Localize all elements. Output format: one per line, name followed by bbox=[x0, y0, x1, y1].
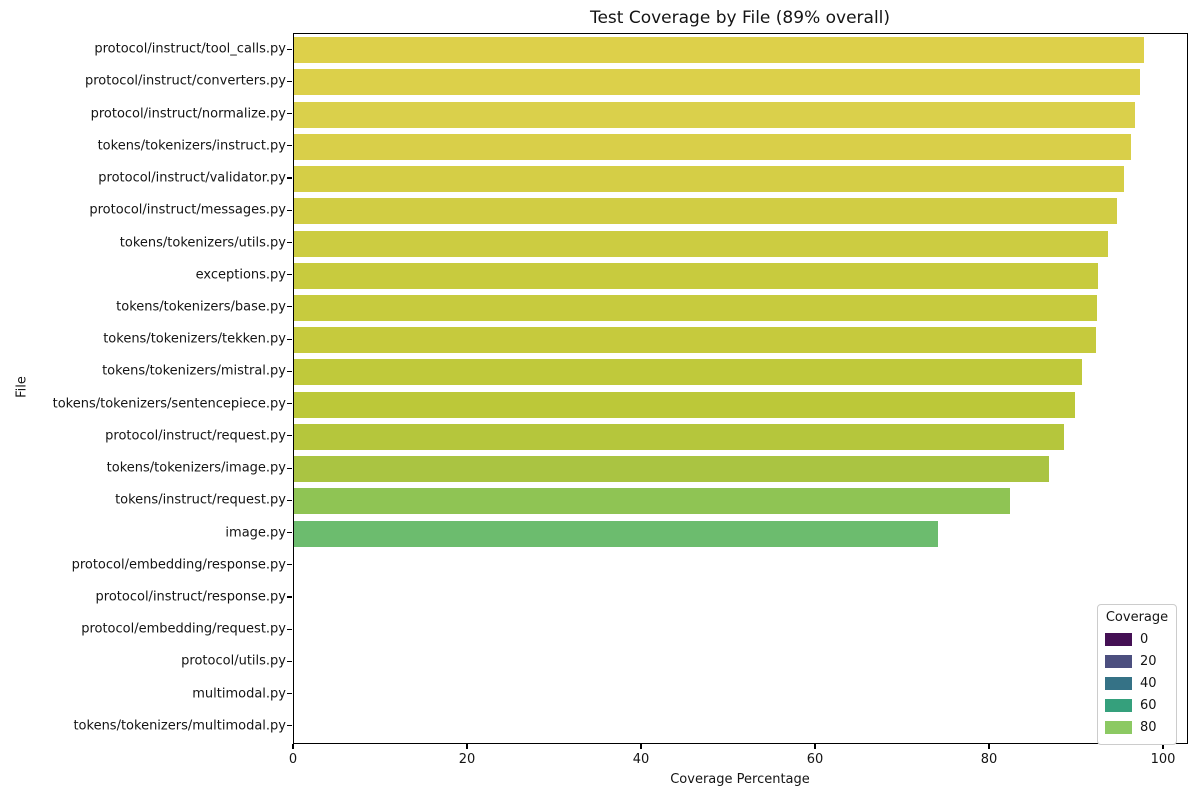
y-tick-label: tokens/tokenizers/multimodal.py bbox=[73, 718, 286, 734]
y-tick-mark bbox=[287, 403, 292, 405]
y-tick-label: exceptions.py bbox=[195, 267, 286, 283]
y-tick-mark bbox=[287, 435, 292, 437]
coverage-bar bbox=[294, 327, 1096, 354]
y-tick-label: tokens/tokenizers/tekken.py bbox=[103, 331, 286, 347]
y-tick-label: tokens/tokenizers/base.py bbox=[116, 299, 286, 315]
legend-entry: 40 bbox=[1105, 672, 1169, 694]
y-tick-mark bbox=[287, 113, 292, 115]
y-tick-mark bbox=[287, 274, 292, 276]
y-tick-label: protocol/utils.py bbox=[181, 653, 286, 669]
coverage-bar bbox=[294, 69, 1140, 96]
y-tick-mark bbox=[287, 177, 292, 179]
coverage-bar bbox=[294, 198, 1118, 225]
coverage-bar bbox=[294, 488, 1011, 515]
y-tick-label: protocol/instruct/tool_calls.py bbox=[94, 41, 286, 57]
x-tick-label: 60 bbox=[806, 752, 824, 767]
y-tick-mark bbox=[287, 596, 292, 598]
y-tick-label: tokens/tokenizers/sentencepiece.py bbox=[52, 396, 286, 412]
y-tick-mark bbox=[287, 80, 292, 82]
y-tick-label: protocol/instruct/messages.py bbox=[89, 202, 286, 218]
legend-entry: 80 bbox=[1105, 716, 1169, 738]
legend-entries: 0 20 40 60 80 bbox=[1105, 628, 1169, 738]
y-tick-mark bbox=[287, 209, 292, 211]
x-tick-label: 100 bbox=[1150, 752, 1176, 767]
y-tick-label: protocol/embedding/response.py bbox=[71, 557, 286, 573]
x-tick-mark bbox=[466, 743, 468, 749]
y-tick-mark bbox=[287, 241, 292, 244]
coverage-bar bbox=[294, 359, 1082, 386]
y-tick-label: image.py bbox=[225, 525, 286, 540]
y-tick-mark bbox=[287, 628, 292, 630]
legend-entry: 0 bbox=[1105, 628, 1169, 650]
legend-label: 80 bbox=[1140, 719, 1157, 735]
legend-entry: 20 bbox=[1105, 650, 1169, 672]
y-tick-mark bbox=[287, 467, 292, 469]
x-tick-label: 80 bbox=[980, 752, 998, 767]
y-tick-mark bbox=[287, 306, 292, 308]
y-tick-mark bbox=[287, 338, 292, 340]
x-tick-mark bbox=[814, 743, 816, 749]
coverage-bar bbox=[294, 37, 1145, 64]
y-tick-label: tokens/tokenizers/instruct.py bbox=[97, 138, 286, 154]
legend-swatch bbox=[1105, 654, 1132, 668]
legend-label: 40 bbox=[1140, 675, 1157, 691]
coverage-bar bbox=[294, 294, 1098, 321]
coverage-bar bbox=[294, 133, 1132, 160]
y-tick-label: tokens/instruct/request.py bbox=[115, 492, 286, 508]
y-tick-mark bbox=[287, 370, 292, 372]
x-axis-label: Coverage Percentage bbox=[670, 772, 810, 787]
y-tick-label: multimodal.py bbox=[192, 686, 286, 702]
legend-swatch bbox=[1105, 720, 1132, 734]
y-tick-label: protocol/instruct/converters.py bbox=[84, 73, 286, 89]
coverage-bar bbox=[294, 520, 939, 547]
legend-swatch bbox=[1105, 632, 1132, 646]
y-tick-mark bbox=[287, 499, 292, 501]
y-tick-mark bbox=[287, 693, 292, 695]
y-tick-mark bbox=[287, 725, 292, 727]
coverage-bar bbox=[294, 391, 1075, 418]
y-tick-label: protocol/instruct/normalize.py bbox=[90, 106, 286, 122]
y-tick-label: protocol/instruct/request.py bbox=[105, 428, 286, 444]
y-tick-mark bbox=[287, 145, 292, 147]
legend-swatch bbox=[1105, 698, 1132, 712]
coverage-bar bbox=[294, 166, 1125, 192]
legend-swatch bbox=[1105, 676, 1132, 690]
coverage-bar bbox=[294, 423, 1065, 450]
legend-label: 60 bbox=[1140, 697, 1157, 713]
x-tick-mark bbox=[292, 743, 294, 749]
coverage-bar bbox=[294, 456, 1049, 483]
x-tick-mark bbox=[1162, 743, 1164, 749]
legend-entry: 60 bbox=[1105, 694, 1169, 716]
y-tick-label: protocol/instruct/response.py bbox=[95, 589, 286, 605]
y-tick-mark bbox=[287, 48, 292, 50]
x-tick-label: 0 bbox=[288, 752, 298, 767]
coverage-bar bbox=[294, 230, 1108, 257]
y-tick-mark bbox=[287, 531, 292, 534]
y-axis-label: File bbox=[14, 376, 30, 398]
coverage-bar bbox=[294, 101, 1135, 128]
y-tick-mark bbox=[287, 660, 292, 662]
y-tick-label: tokens/tokenizers/utils.py bbox=[119, 235, 286, 250]
x-tick-label: 40 bbox=[632, 752, 650, 767]
x-tick-mark bbox=[988, 743, 990, 749]
y-tick-label: tokens/tokenizers/mistral.py bbox=[102, 363, 286, 379]
y-tick-label: protocol/embedding/request.py bbox=[81, 621, 286, 637]
legend-label: 0 bbox=[1140, 631, 1149, 647]
coverage-bar bbox=[294, 262, 1099, 289]
y-tick-mark bbox=[287, 564, 292, 566]
legend-title: Coverage bbox=[1105, 610, 1169, 625]
plot-area bbox=[293, 33, 1188, 744]
y-tick-label: protocol/instruct/validator.py bbox=[98, 170, 286, 186]
y-tick-label: tokens/tokenizers/image.py bbox=[106, 460, 286, 476]
legend-label: 20 bbox=[1140, 653, 1157, 669]
x-tick-mark bbox=[640, 743, 642, 749]
x-tick-label: 20 bbox=[458, 752, 476, 767]
legend: Coverage 0 20 40 60 80 bbox=[1097, 604, 1177, 745]
chart-title: Test Coverage by File (89% overall) bbox=[589, 8, 891, 28]
